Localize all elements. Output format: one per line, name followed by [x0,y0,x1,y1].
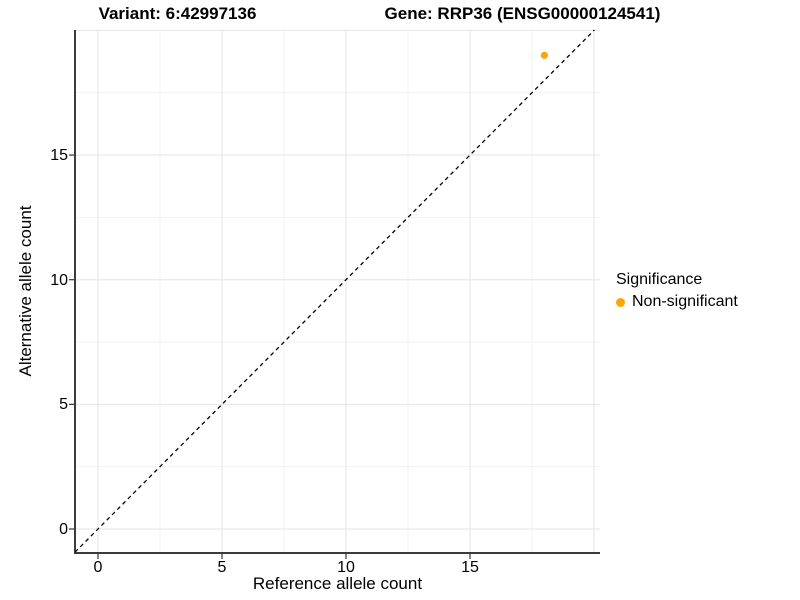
legend: Significance Non-significant [616,271,738,311]
y-tick-label: 10 [50,271,68,289]
legend-entry: Non-significant [616,293,738,311]
x-axis-label: Reference allele count [252,574,423,593]
variant-title: Variant: 6:42997136 [98,4,257,23]
gene-title: Gene: RRP36 (ENSG00000124541) [384,4,661,23]
y-tick-label: 15 [50,147,68,165]
y-tick-label: 5 [59,396,68,414]
legend-point-icon [616,297,625,307]
identity-dashed-line [74,29,595,553]
x-tick-label: 10 [337,559,355,576]
y-axis-label: Alternative allele count [16,205,35,377]
y-tick-label: 0 [59,521,68,538]
data-point [540,51,549,59]
legend-entry-label: Non-significant [632,293,738,310]
legend-title: Significance [616,271,703,288]
x-tick-label: 15 [461,559,479,576]
x-tick-label: 5 [217,559,227,576]
x-tick-label: 0 [93,559,103,576]
